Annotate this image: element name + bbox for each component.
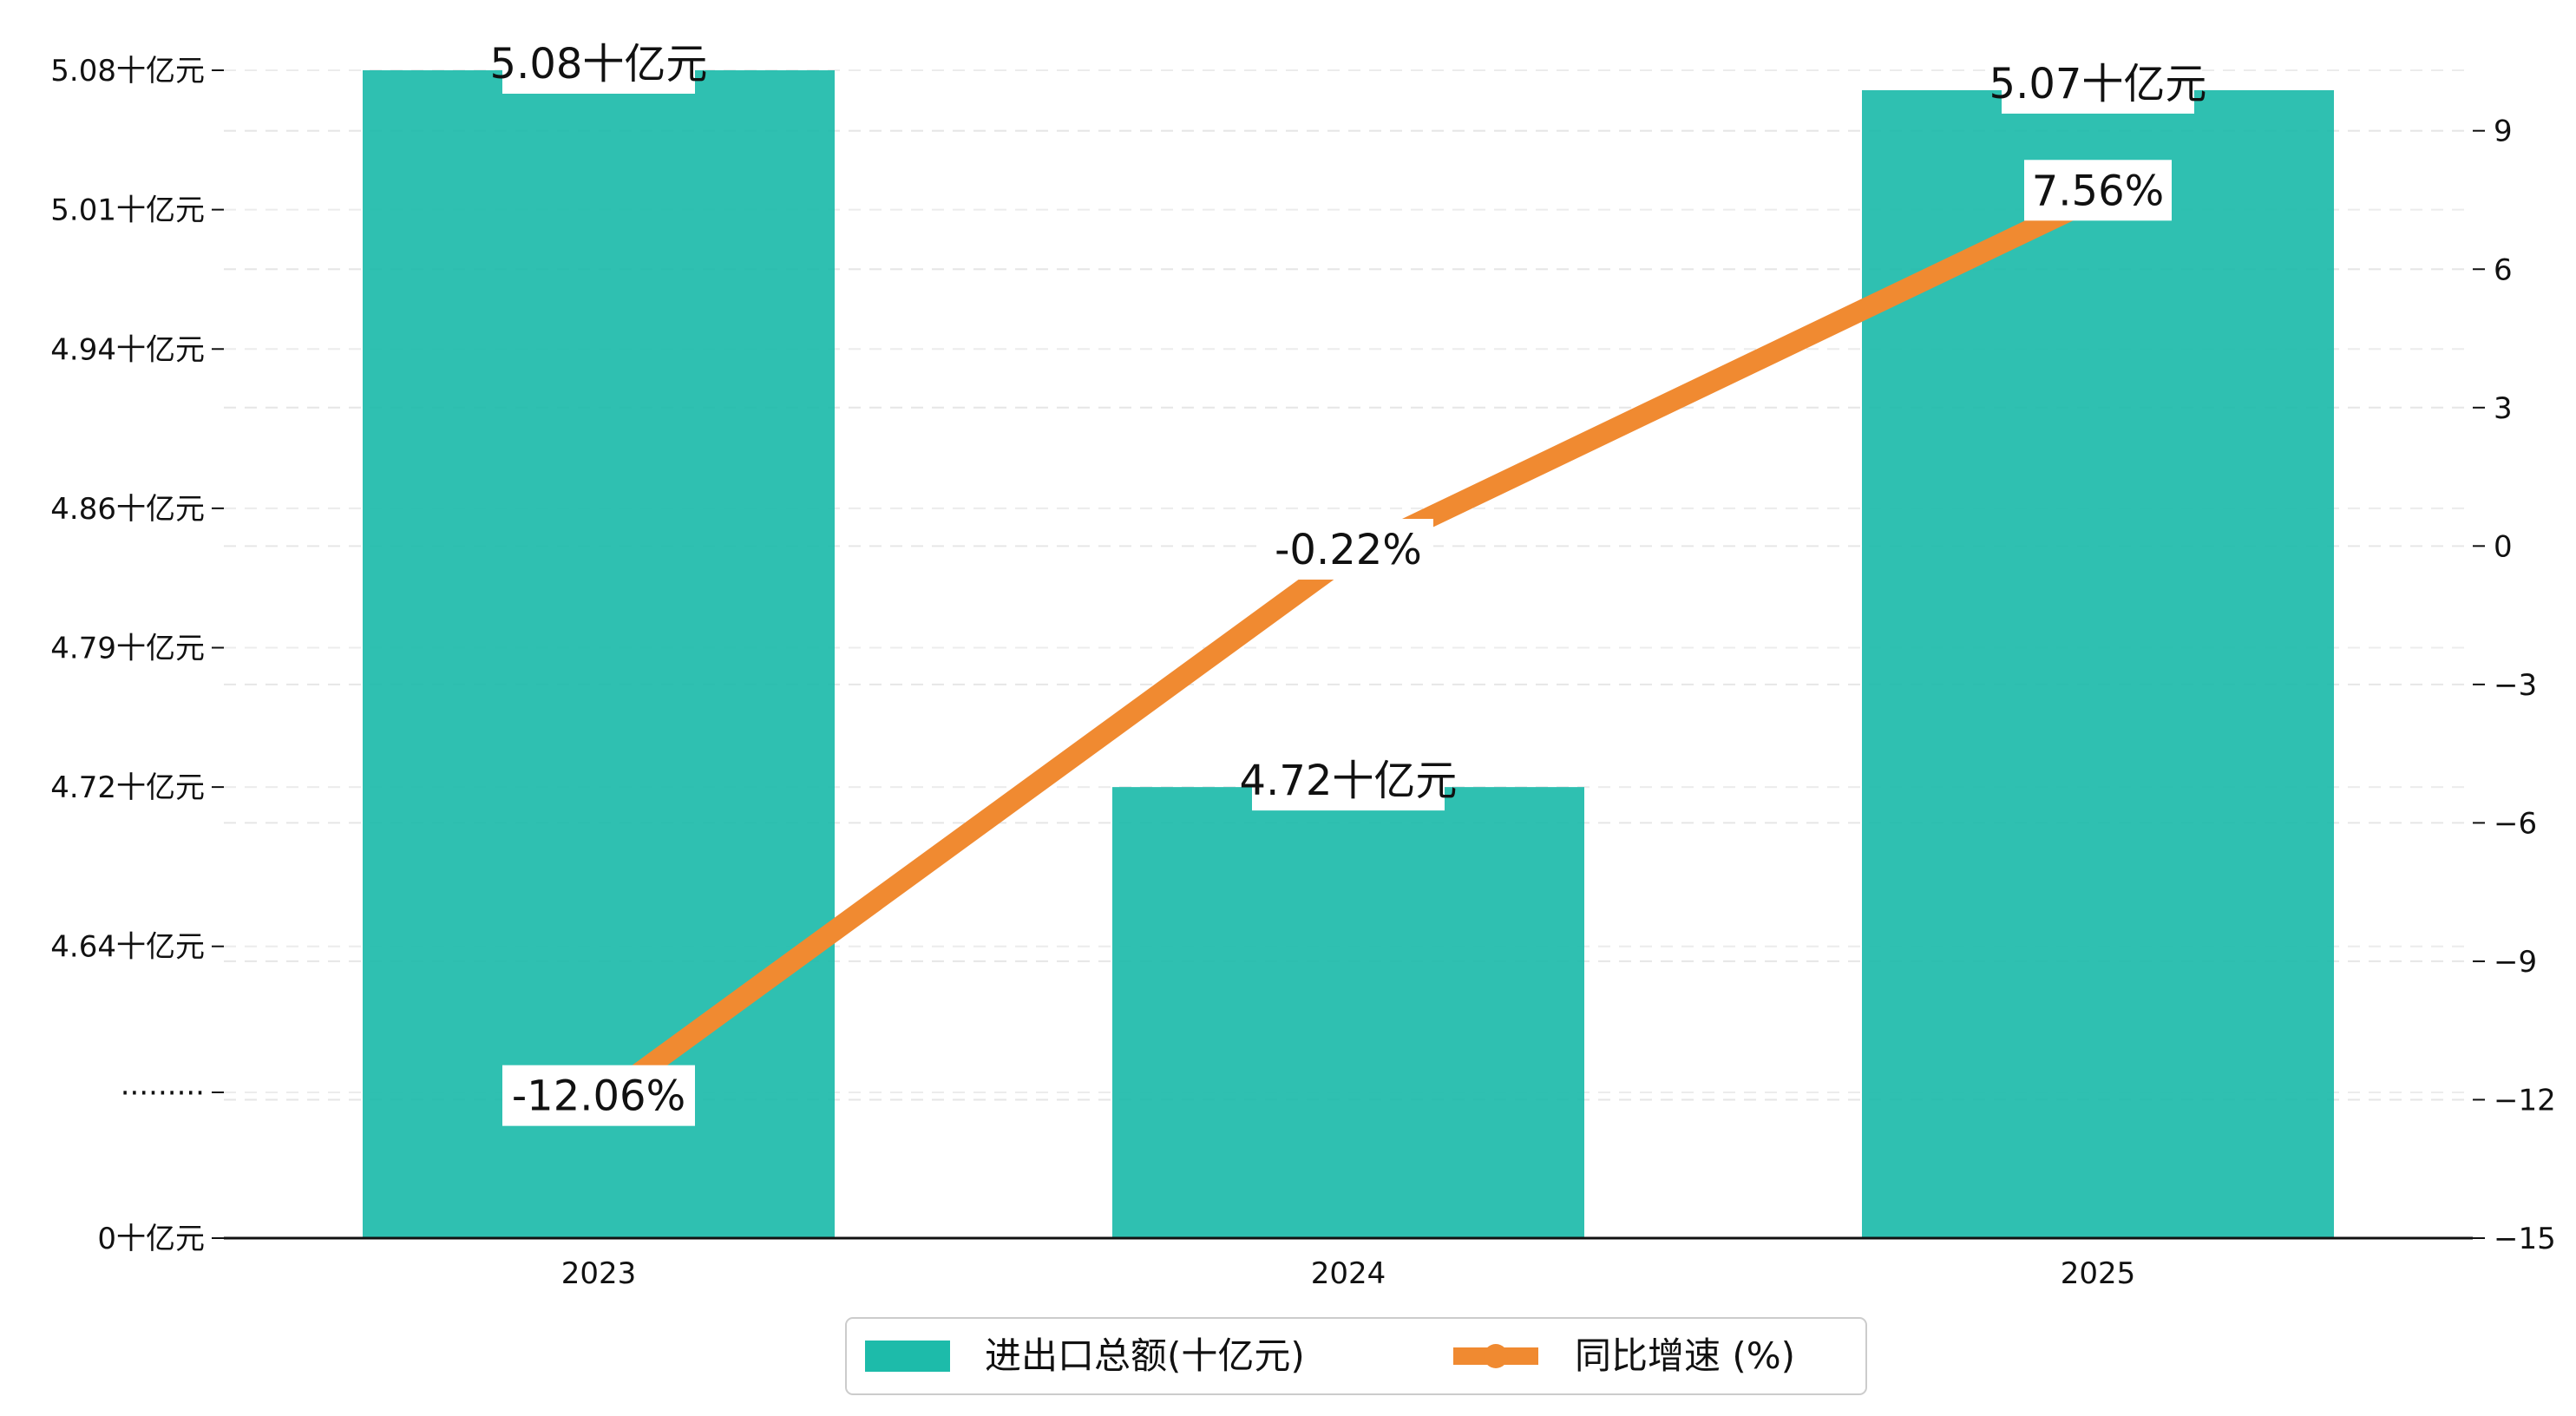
axes: 2023 2024 2025 0十亿元 ········· 4.64十亿元 4.72十亿元 4… [50,54,2555,1291]
y-tick-label: 5.08十亿元 [50,54,205,88]
y-tick-label: 4.64十亿元 [50,930,205,965]
bar-2023 [363,70,835,1238]
bar-data-label: 5.07十亿元 [1989,52,2207,114]
y2-tick-label: 9 [2494,115,2513,149]
y2-tick-label: −12 [2494,1083,2556,1118]
data-label-box [502,33,695,94]
y2-tick-label: 3 [2494,391,2513,426]
x-tick-label: 2024 [1311,1256,1386,1291]
bar-data-label: 5.08十亿元 [490,33,708,94]
line-data-label: 7.56% [2024,160,2172,221]
data-label-box [1263,519,1433,580]
y-tick-label: 4.72十亿元 [50,770,205,805]
x-tick-label: 2023 [561,1256,637,1291]
data-label-text: -12.06% [512,1072,685,1121]
data-label-box [2002,52,2194,114]
legend-swatch-bars [865,1341,950,1372]
data-label-box [2024,160,2172,221]
bar-data-label: 4.72十亿元 [1240,750,1458,811]
y-tick-label: 4.79十亿元 [50,631,205,665]
data-label-text: 4.72十亿元 [1240,757,1458,805]
y-tick-label: 5.01十亿元 [50,193,205,228]
y-tick-label: 4.94十亿元 [50,332,205,367]
data-label-text: -0.22% [1275,526,1422,574]
line-data-label: -0.22% [1263,519,1433,580]
data-label-text: 5.07十亿元 [1989,60,2207,108]
y2-tick-label: −6 [2494,806,2537,841]
line-data-label: -12.06% [502,1065,695,1126]
data-label-text: 7.56% [2032,167,2164,215]
data-label-box [502,1065,695,1126]
legend-label-bars: 进出口总额(十亿元) [985,1334,1305,1377]
y2-tick-label: 6 [2494,252,2513,287]
y2-tick-label: −9 [2494,945,2537,980]
legend-box [845,1317,1867,1395]
y-tick-label: 0十亿元 [97,1222,205,1256]
y2-tick-label: −15 [2494,1222,2556,1256]
x-tick-label: 2025 [2061,1256,2136,1291]
data-labels: 5.08十亿元 4.72十亿元 5.07十亿元 -12.06% -0.22% 7.56% [490,33,2207,1126]
y-tick-label: 4.86十亿元 [50,492,205,527]
bar-2025 [1862,89,2334,1239]
y2-tick-label: −3 [2494,668,2537,703]
legend-marker-line [1484,1344,1508,1368]
bar-2024 [1112,787,1584,1238]
y-tick-label: ········· [121,1076,205,1111]
data-label-text: 5.08十亿元 [490,40,708,88]
legend-label-line: 同比增速 (%) [1575,1334,1795,1377]
data-label-box [1252,750,1445,811]
legend[interactable]: 进出口总额(十亿元) 同比增速 (%) [845,1317,1867,1395]
y2-tick-label: 0 [2494,529,2513,564]
